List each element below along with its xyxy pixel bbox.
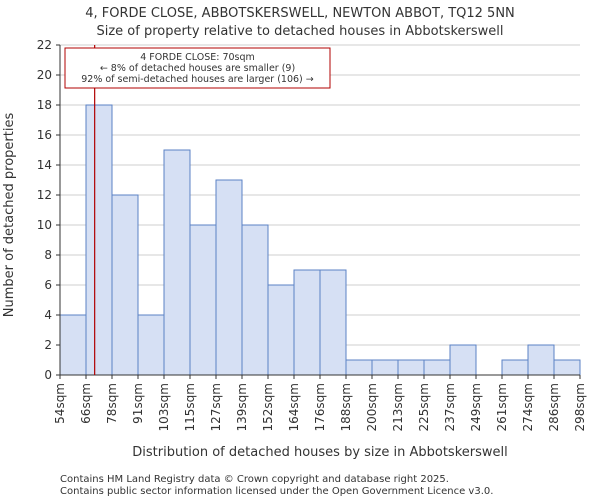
y-tick-label: 12	[37, 188, 52, 202]
x-tick-label: 103sqm	[157, 383, 171, 431]
y-tick-label: 0	[44, 368, 52, 382]
y-tick-label: 22	[37, 38, 52, 52]
y-tick-label: 6	[44, 278, 52, 292]
annotation-line-1: 4 FORDE CLOSE: 70sqm	[140, 52, 255, 63]
x-tick-label: 152sqm	[261, 383, 275, 431]
bar	[371, 359, 399, 376]
y-axis-label: Number of detached properties	[2, 113, 17, 318]
x-tick-label: 261sqm	[495, 383, 509, 431]
bar	[501, 359, 529, 376]
bar	[189, 224, 217, 376]
x-tick-label: 274sqm	[521, 383, 535, 431]
y-tick-label: 14	[37, 158, 52, 172]
bar	[163, 149, 191, 376]
bar	[85, 104, 113, 376]
y-tick-label: 10	[37, 218, 52, 232]
bar	[345, 359, 373, 376]
bar	[319, 269, 347, 376]
y-tick-label: 16	[37, 128, 52, 142]
bar	[215, 179, 243, 376]
annotation-line-3: 92% of semi-detached houses are larger (…	[81, 74, 314, 85]
x-tick-label: 78sqm	[105, 383, 119, 424]
chart-subtitle: Size of property relative to detached ho…	[96, 24, 503, 39]
annotation: 4 FORDE CLOSE: 70sqm ← 8% of detached ho…	[64, 47, 331, 89]
x-tick-label: 127sqm	[209, 383, 223, 431]
x-tick-label: 91sqm	[131, 383, 145, 424]
x-tick-label: 237sqm	[443, 383, 457, 431]
annotation-line-2: ← 8% of detached houses are smaller (9)	[100, 63, 295, 74]
bar	[527, 344, 555, 376]
x-tick-label: 66sqm	[79, 383, 93, 424]
x-tick-label: 54sqm	[53, 383, 67, 424]
chart-title: 4, FORDE CLOSE, ABBOTSKERSWELL, NEWTON A…	[85, 6, 515, 21]
bar	[553, 359, 581, 376]
x-tick-label: 139sqm	[235, 383, 249, 431]
x-tick-label: 188sqm	[339, 383, 353, 431]
x-tick-label: 298sqm	[573, 383, 587, 431]
y-tick-label: 20	[37, 68, 52, 82]
y-ticks: 0 2 4 6 8 10 12 14 16 18 20 22	[37, 38, 60, 382]
bar	[267, 284, 295, 376]
footer-line-1: Contains HM Land Registry data © Crown c…	[60, 474, 449, 485]
x-tick-label: 249sqm	[469, 383, 483, 431]
x-tick-label: 115sqm	[183, 383, 197, 431]
bar	[397, 359, 425, 376]
bar	[293, 269, 321, 376]
y-tick-label: 18	[37, 98, 52, 112]
y-tick-label: 4	[44, 308, 52, 322]
x-tick-label: 286sqm	[547, 383, 561, 431]
bar	[59, 314, 87, 376]
bar	[423, 359, 451, 376]
x-tick-label: 176sqm	[313, 383, 327, 431]
bar	[241, 224, 269, 376]
x-tick-label: 164sqm	[287, 383, 301, 431]
x-tick-label: 200sqm	[365, 383, 379, 431]
bar	[137, 314, 165, 376]
y-tick-label: 2	[44, 338, 52, 352]
x-axis-label: Distribution of detached houses by size …	[132, 445, 507, 460]
y-tick-label: 8	[44, 248, 52, 262]
annotation-box	[64, 47, 331, 89]
footer-line-2: Contains public sector information licen…	[60, 486, 493, 497]
x-tick-label: 213sqm	[391, 383, 405, 431]
x-tick-label: 225sqm	[417, 383, 431, 431]
x-ticks: 54sqm 66sqm 78sqm 91sqm 103sqm 115sqm 127sqm 13…	[53, 375, 587, 431]
bar	[449, 344, 477, 376]
bar	[111, 194, 139, 376]
bars	[59, 104, 581, 376]
